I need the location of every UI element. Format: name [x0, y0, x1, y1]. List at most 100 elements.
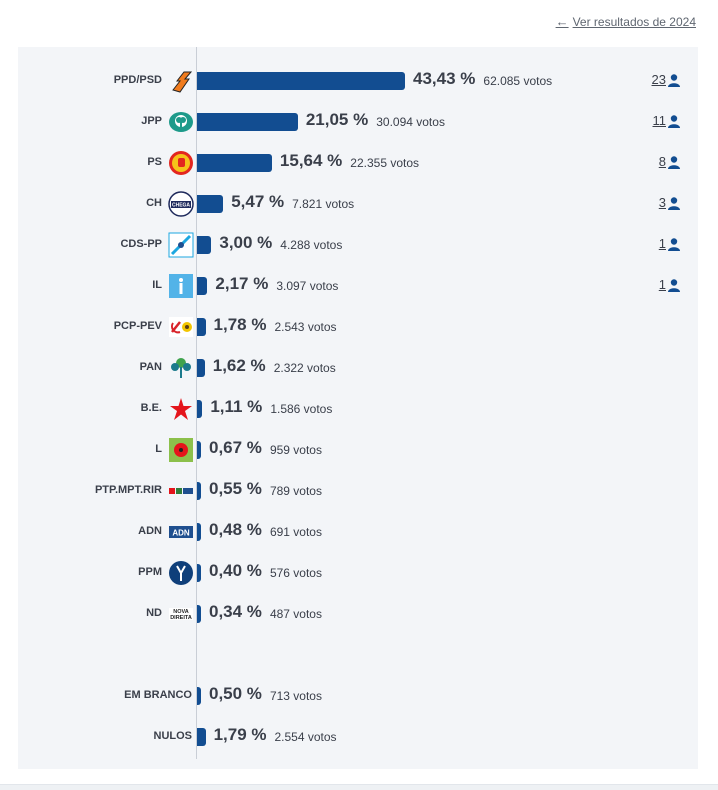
chega-logo-icon: CHEGA [167, 190, 194, 217]
person-icon [668, 74, 680, 87]
votes-label: 7.821 votos [292, 197, 355, 211]
ps-fist-icon [167, 149, 194, 176]
result-row-il: IL 2,17 % 3.097 votos 1 [0, 269, 718, 303]
bottom-strip [0, 784, 718, 790]
party-label: ADN [138, 525, 162, 537]
seats-link[interactable]: 3 [658, 195, 666, 210]
result-row-nulos: NULOS 1,79 % 2.554 votos [0, 720, 718, 754]
result-row-b-e: B.E. 1,11 % 1.586 votos [0, 392, 718, 426]
bar-em-branco [197, 687, 201, 705]
percentage-label: 0,55 % [209, 479, 262, 498]
person-icon [668, 156, 680, 169]
bar-ppm [197, 564, 201, 582]
party-label: L [155, 443, 162, 455]
livre-flower-icon [167, 436, 194, 463]
chart-axis-line [196, 47, 197, 759]
result-row-jpp: JPP 21,05 % 30.094 votos 11 [0, 105, 718, 139]
result-row-ps: PS 15,64 % 22.355 votos 8 [0, 146, 718, 180]
votes-label: 576 votos [269, 566, 322, 580]
svg-text:CHEGA: CHEGA [171, 202, 189, 208]
percentage-label: 0,40 % [209, 561, 262, 580]
votes-label: 1.586 votos [270, 402, 333, 416]
votes-label: 713 votos [269, 689, 322, 703]
result-row-nd: ND NOVA DIREITA 0,34 % 487 votos [0, 597, 718, 631]
votes-label: 487 votos [269, 607, 322, 621]
person-icon [668, 238, 680, 251]
cds-arrows-icon [167, 231, 194, 258]
pcp-sickle-icon [167, 313, 194, 340]
il-info-icon [167, 272, 194, 299]
psd-arrow-icon [167, 67, 194, 94]
party-label: PPM [138, 566, 162, 578]
party-label: ND [146, 607, 162, 619]
bar-nd [197, 605, 201, 623]
votes-label: 4.288 votos [280, 238, 343, 252]
percentage-label: 0,34 % [209, 602, 262, 621]
party-label: PPD/PSD [113, 74, 162, 86]
percentage-label: 43,43 % [413, 69, 476, 88]
ppm-logo-icon [167, 559, 194, 586]
seats-link[interactable]: 1 [658, 277, 666, 292]
party-label: CH [146, 197, 162, 209]
person-icon [668, 115, 680, 128]
result-row-adn: ADN ADN 0,48 % 691 votos [0, 515, 718, 549]
votes-label: 3.097 votos [276, 279, 339, 293]
percentage-label: 1,78 % [213, 315, 267, 334]
percentage-label: 1,11 % [210, 397, 263, 416]
result-row-em-branco: EM BRANCO 0,50 % 713 votos [0, 679, 718, 713]
bar-l [197, 441, 201, 459]
pan-tree-icon [167, 354, 194, 381]
bar-jpp [197, 113, 298, 131]
party-label: JPP [141, 115, 162, 127]
bar-adn [197, 523, 201, 541]
party-label: IL [152, 279, 162, 291]
percentage-label: 3,00 % [219, 233, 273, 252]
seats-link[interactable]: 23 [651, 72, 666, 87]
votes-label: 959 votos [269, 443, 322, 457]
bar-il [197, 277, 208, 295]
previous-results-link[interactable]: ← Ver resultados de 2024 [556, 14, 696, 29]
percentage-label: 1,79 % [213, 725, 267, 744]
svg-text:NOVA: NOVA [173, 609, 189, 615]
bar-nulos [197, 728, 206, 746]
votes-label: 789 votos [269, 484, 322, 498]
coalition-logos-icon [167, 477, 194, 504]
seats-link[interactable]: 11 [652, 113, 667, 128]
votes-label: 62.085 votos [483, 74, 553, 88]
result-row-ptp-mpt-rir: PTP.MPT.RIR 0,55 % 789 votos [0, 474, 718, 508]
arrow-left-icon: ← [555, 14, 569, 29]
bar-ps [197, 154, 272, 172]
bar-pan [197, 359, 205, 377]
party-label: NULOS [153, 730, 193, 742]
party-label: PAN [139, 361, 162, 373]
bar-ptp-mpt-rir [197, 482, 201, 500]
votes-label: 30.094 votos [376, 115, 445, 129]
results-panel [18, 47, 698, 769]
percentage-label: 5,47 % [231, 192, 285, 211]
result-row-l: L 0,67 % 959 votos [0, 433, 718, 467]
votes-label: 22.355 votos [350, 156, 420, 170]
seats-link[interactable]: 8 [658, 154, 666, 169]
votes-label: 2.554 votos [274, 730, 337, 744]
party-label: EM BRANCO [124, 689, 192, 701]
adn-logo-icon: ADN [167, 518, 194, 545]
percentage-label: 0,50 % [209, 684, 262, 703]
percentage-label: 0,48 % [209, 520, 262, 539]
party-label: PCP-PEV [113, 320, 162, 332]
party-label: PTP.MPT.RIR [94, 484, 162, 496]
percentage-label: 15,64 % [279, 151, 343, 170]
previous-results-label: Ver resultados de 2024 [572, 14, 696, 29]
result-row-cds-pp: CDS-PP 3,00 % 4.288 votos 1 [0, 228, 718, 262]
party-label: B.E. [140, 402, 162, 414]
result-row-pan: PAN 1,62 % 2.322 votos [0, 351, 718, 385]
votes-label: 691 votos [269, 525, 322, 539]
bar-ppd-psd [197, 72, 406, 90]
result-row-ppd-psd: PPD/PSD 43,43 % 62.085 votos 23 [0, 64, 718, 98]
percentage-label: 0,67 % [209, 438, 262, 457]
party-label: CDS-PP [120, 238, 162, 250]
jpp-tree-icon [167, 108, 194, 135]
seats-link[interactable]: 1 [658, 236, 666, 251]
person-icon [668, 197, 680, 210]
votes-label: 2.322 votos [273, 361, 336, 375]
result-row-pcp-pev: PCP-PEV 1,78 % 2.543 votos [0, 310, 718, 344]
